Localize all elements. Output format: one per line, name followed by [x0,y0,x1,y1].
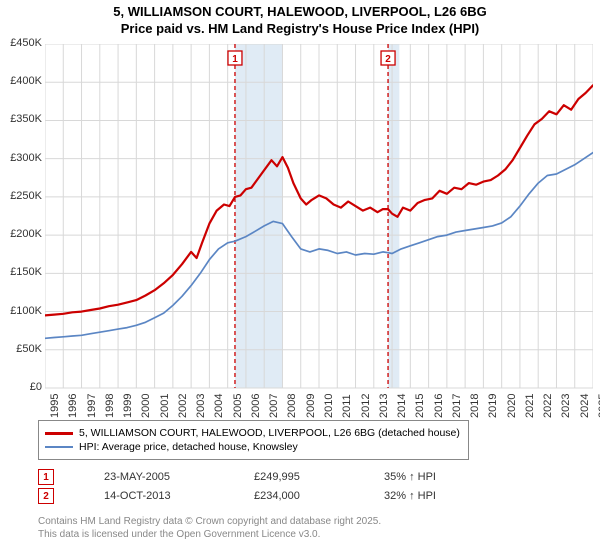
svg-text:1: 1 [232,54,238,65]
chart-title: 5, WILLIAMSON COURT, HALEWOOD, LIVERPOOL… [0,0,600,38]
legend-label-hpi: HPI: Average price, detached house, Know… [79,441,298,453]
title-line1: 5, WILLIAMSON COURT, HALEWOOD, LIVERPOOL… [0,4,600,21]
legend-swatch-price-paid [45,432,73,435]
chart-plot-area: 12 [45,44,593,414]
legend-swatch-hpi [45,446,73,448]
legend: 5, WILLIAMSON COURT, HALEWOOD, LIVERPOOL… [38,420,469,460]
sale-marker-2: 2 [38,488,54,504]
sale-price-1: £249,995 [254,471,334,483]
footer-line2: This data is licensed under the Open Gov… [38,529,381,542]
sale-date-2: 14-OCT-2013 [104,490,204,502]
chart-svg: 12 [45,44,593,414]
legend-label-price-paid: 5, WILLIAMSON COURT, HALEWOOD, LIVERPOOL… [79,427,460,439]
sales-table: 1 23-MAY-2005 £249,995 35% ↑ HPI 2 14-OC… [38,466,484,507]
title-line2: Price paid vs. HM Land Registry's House … [0,21,600,38]
legend-item-price-paid: 5, WILLIAMSON COURT, HALEWOOD, LIVERPOOL… [45,427,460,439]
sale-row-2: 2 14-OCT-2013 £234,000 32% ↑ HPI [38,488,484,504]
footer-attribution: Contains HM Land Registry data © Crown c… [38,516,381,541]
footer-line1: Contains HM Land Registry data © Crown c… [38,516,381,529]
sale-delta-2: 32% ↑ HPI [384,490,484,502]
sale-marker-1: 1 [38,469,54,485]
sale-price-2: £234,000 [254,490,334,502]
sale-delta-1: 35% ↑ HPI [384,471,484,483]
sale-date-1: 23-MAY-2005 [104,471,204,483]
legend-item-hpi: HPI: Average price, detached house, Know… [45,441,460,453]
svg-text:2: 2 [385,54,391,65]
sale-row-1: 1 23-MAY-2005 £249,995 35% ↑ HPI [38,469,484,485]
